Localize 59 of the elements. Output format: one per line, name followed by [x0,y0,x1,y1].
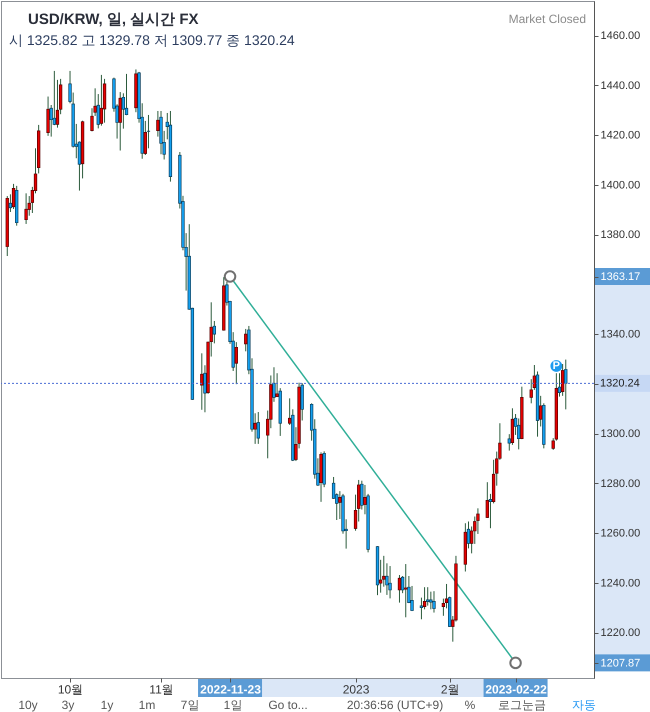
y-tick-label: 1460.00 [600,30,640,42]
y-tick-label: 1340.00 [600,328,640,341]
candlestick [156,110,160,138]
candlestick [432,590,436,614]
text: 1y [100,698,114,712]
candlestick [398,574,402,604]
candlestick [363,484,367,515]
y-tick-label: 1207.87 [600,657,640,670]
text: 1m [138,698,156,712]
text: USD/KRW, 일, 실시간 FX [28,11,199,28]
x-tick-label: 11월 [149,682,174,696]
y-tick-label: 1220.00 [600,627,640,640]
candlestick [429,591,432,610]
candlestick [90,108,94,132]
y-tick-label: 1300.00 [600,428,640,440]
y-tick-label: 1440.00 [600,80,640,92]
candlestick [539,395,542,427]
text: 7일 [180,698,200,712]
x-tick-label: 2023-02-22 [485,682,548,696]
x-tick-label: 10월 [58,682,84,696]
candlestick [275,372,279,398]
x-tick-label: 2월 [440,682,460,696]
candlestick [388,566,392,599]
ref-line-label: 1320.24 [600,377,640,390]
candlestick [24,192,28,224]
annotation: Market Closed [508,12,586,26]
candlestick [338,490,342,520]
text: 20:36:56 (UTC+9) [346,698,444,712]
candlestick [517,418,520,450]
candlestick [564,359,568,410]
text: 10y [18,698,38,712]
text: 자동 [572,698,596,712]
candlestick [253,412,257,444]
y-tick-label: 1400.00 [600,179,640,192]
text: Go to... [268,698,308,712]
candlestick [288,398,292,426]
text: 시 1325.82 고 1329.78 저 1309.77 종 1320.24 [9,32,295,48]
candlestick [200,352,204,410]
x-tick-label: 2023 [342,682,370,696]
candlestick [46,96,50,136]
y-tick-label: 1363.17 [600,271,640,283]
text: 로그눈금 [498,698,546,712]
candlestick [234,342,238,385]
y-tick-label: 1420.00 [600,130,640,142]
candlestick [404,564,408,618]
y-tick-label: 1280.00 [600,478,640,490]
candlestick [410,585,414,612]
y-tick-label: 1240.00 [600,577,640,590]
text: 3y [62,698,74,712]
candlestick [426,586,430,606]
text: 1일 [224,698,242,712]
candlestick [100,74,104,126]
x-tick-label: 2022-11-23 [200,682,262,696]
candlestick [378,559,382,594]
annotation: P [552,360,560,372]
y-tick-label: 1380.00 [600,229,640,242]
candlestick [256,412,260,444]
y-tick-label: 1260.00 [600,528,640,540]
text: % [464,698,476,712]
